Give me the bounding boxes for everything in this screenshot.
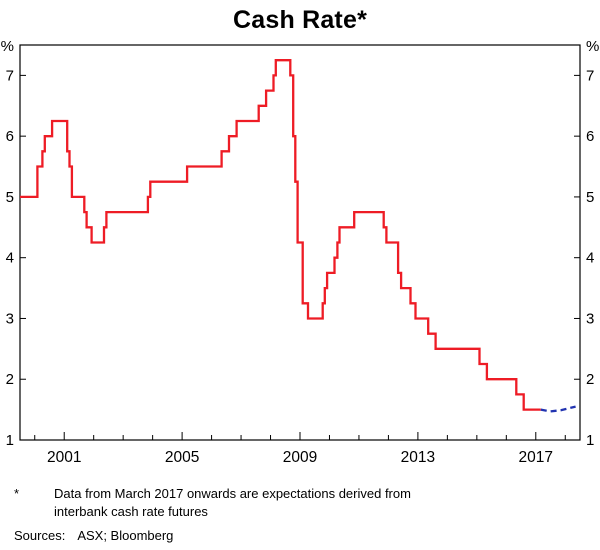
footnote-marker: * (14, 486, 20, 501)
ytick-label: 1 (6, 432, 14, 449)
ytick-label: 2 (586, 371, 594, 388)
sources-text: ASX; Bloomberg (77, 528, 174, 544)
pct-label: % (1, 38, 14, 55)
ytick-label: 1 (586, 432, 594, 449)
ytick-label: 2 (6, 371, 14, 388)
footnote-text: Data from March 2017 onwards are expecta… (54, 486, 411, 519)
ytick-label: 7 (6, 67, 14, 84)
ytick-label: 4 (6, 250, 14, 267)
cash-rate-chart: 1 1 2 2 3 3 4 4 5 5 6 6 7 7% % 2001 2005 2009 2013 2017 (1, 38, 600, 466)
footnote: * Data from March 2017 onwards are expec… (14, 485, 600, 520)
xtick-label: 2017 (519, 449, 553, 466)
ytick-label: 3 (586, 310, 594, 327)
xtick-label: 2009 (283, 449, 317, 466)
ytick-label: 6 (6, 128, 14, 145)
ytick-label: 3 (6, 310, 14, 327)
ytick-label: 4 (586, 250, 594, 267)
cash-rate-actual-line (20, 59, 541, 411)
ytick-label: 5 (586, 189, 594, 206)
ytick-label: 6 (586, 128, 594, 145)
xtick-label: 2005 (165, 449, 199, 466)
pct-label: % (586, 38, 599, 55)
xtick-label: 2013 (401, 449, 435, 466)
xtick-label: 2001 (47, 449, 81, 466)
ytick-label: 7 (586, 67, 594, 84)
sources-line: Sources: ASX; Bloomberg (14, 528, 600, 543)
sources-label: Sources: (14, 528, 66, 544)
cash-rate-futures-expectations-line (540, 405, 576, 413)
chart-title: Cash Rate* (233, 6, 367, 34)
ytick-label: 5 (6, 189, 14, 206)
